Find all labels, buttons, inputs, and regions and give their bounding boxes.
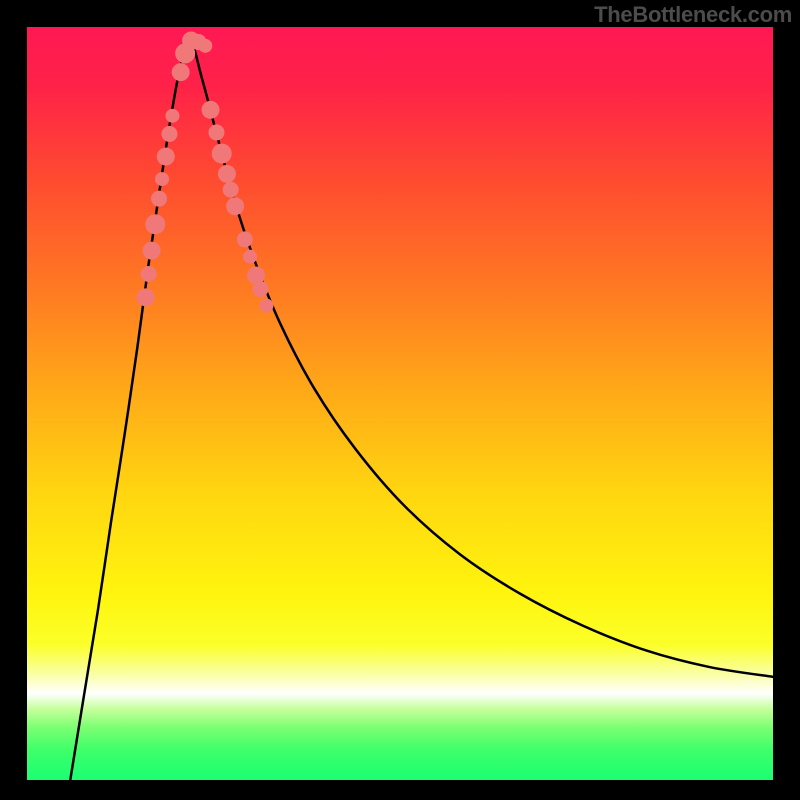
plot-area — [27, 27, 773, 780]
chart-container: TheBottleneck.com — [0, 0, 800, 800]
watermark-text: TheBottleneck.com — [594, 2, 792, 28]
heatmap-gradient-background — [27, 27, 773, 780]
